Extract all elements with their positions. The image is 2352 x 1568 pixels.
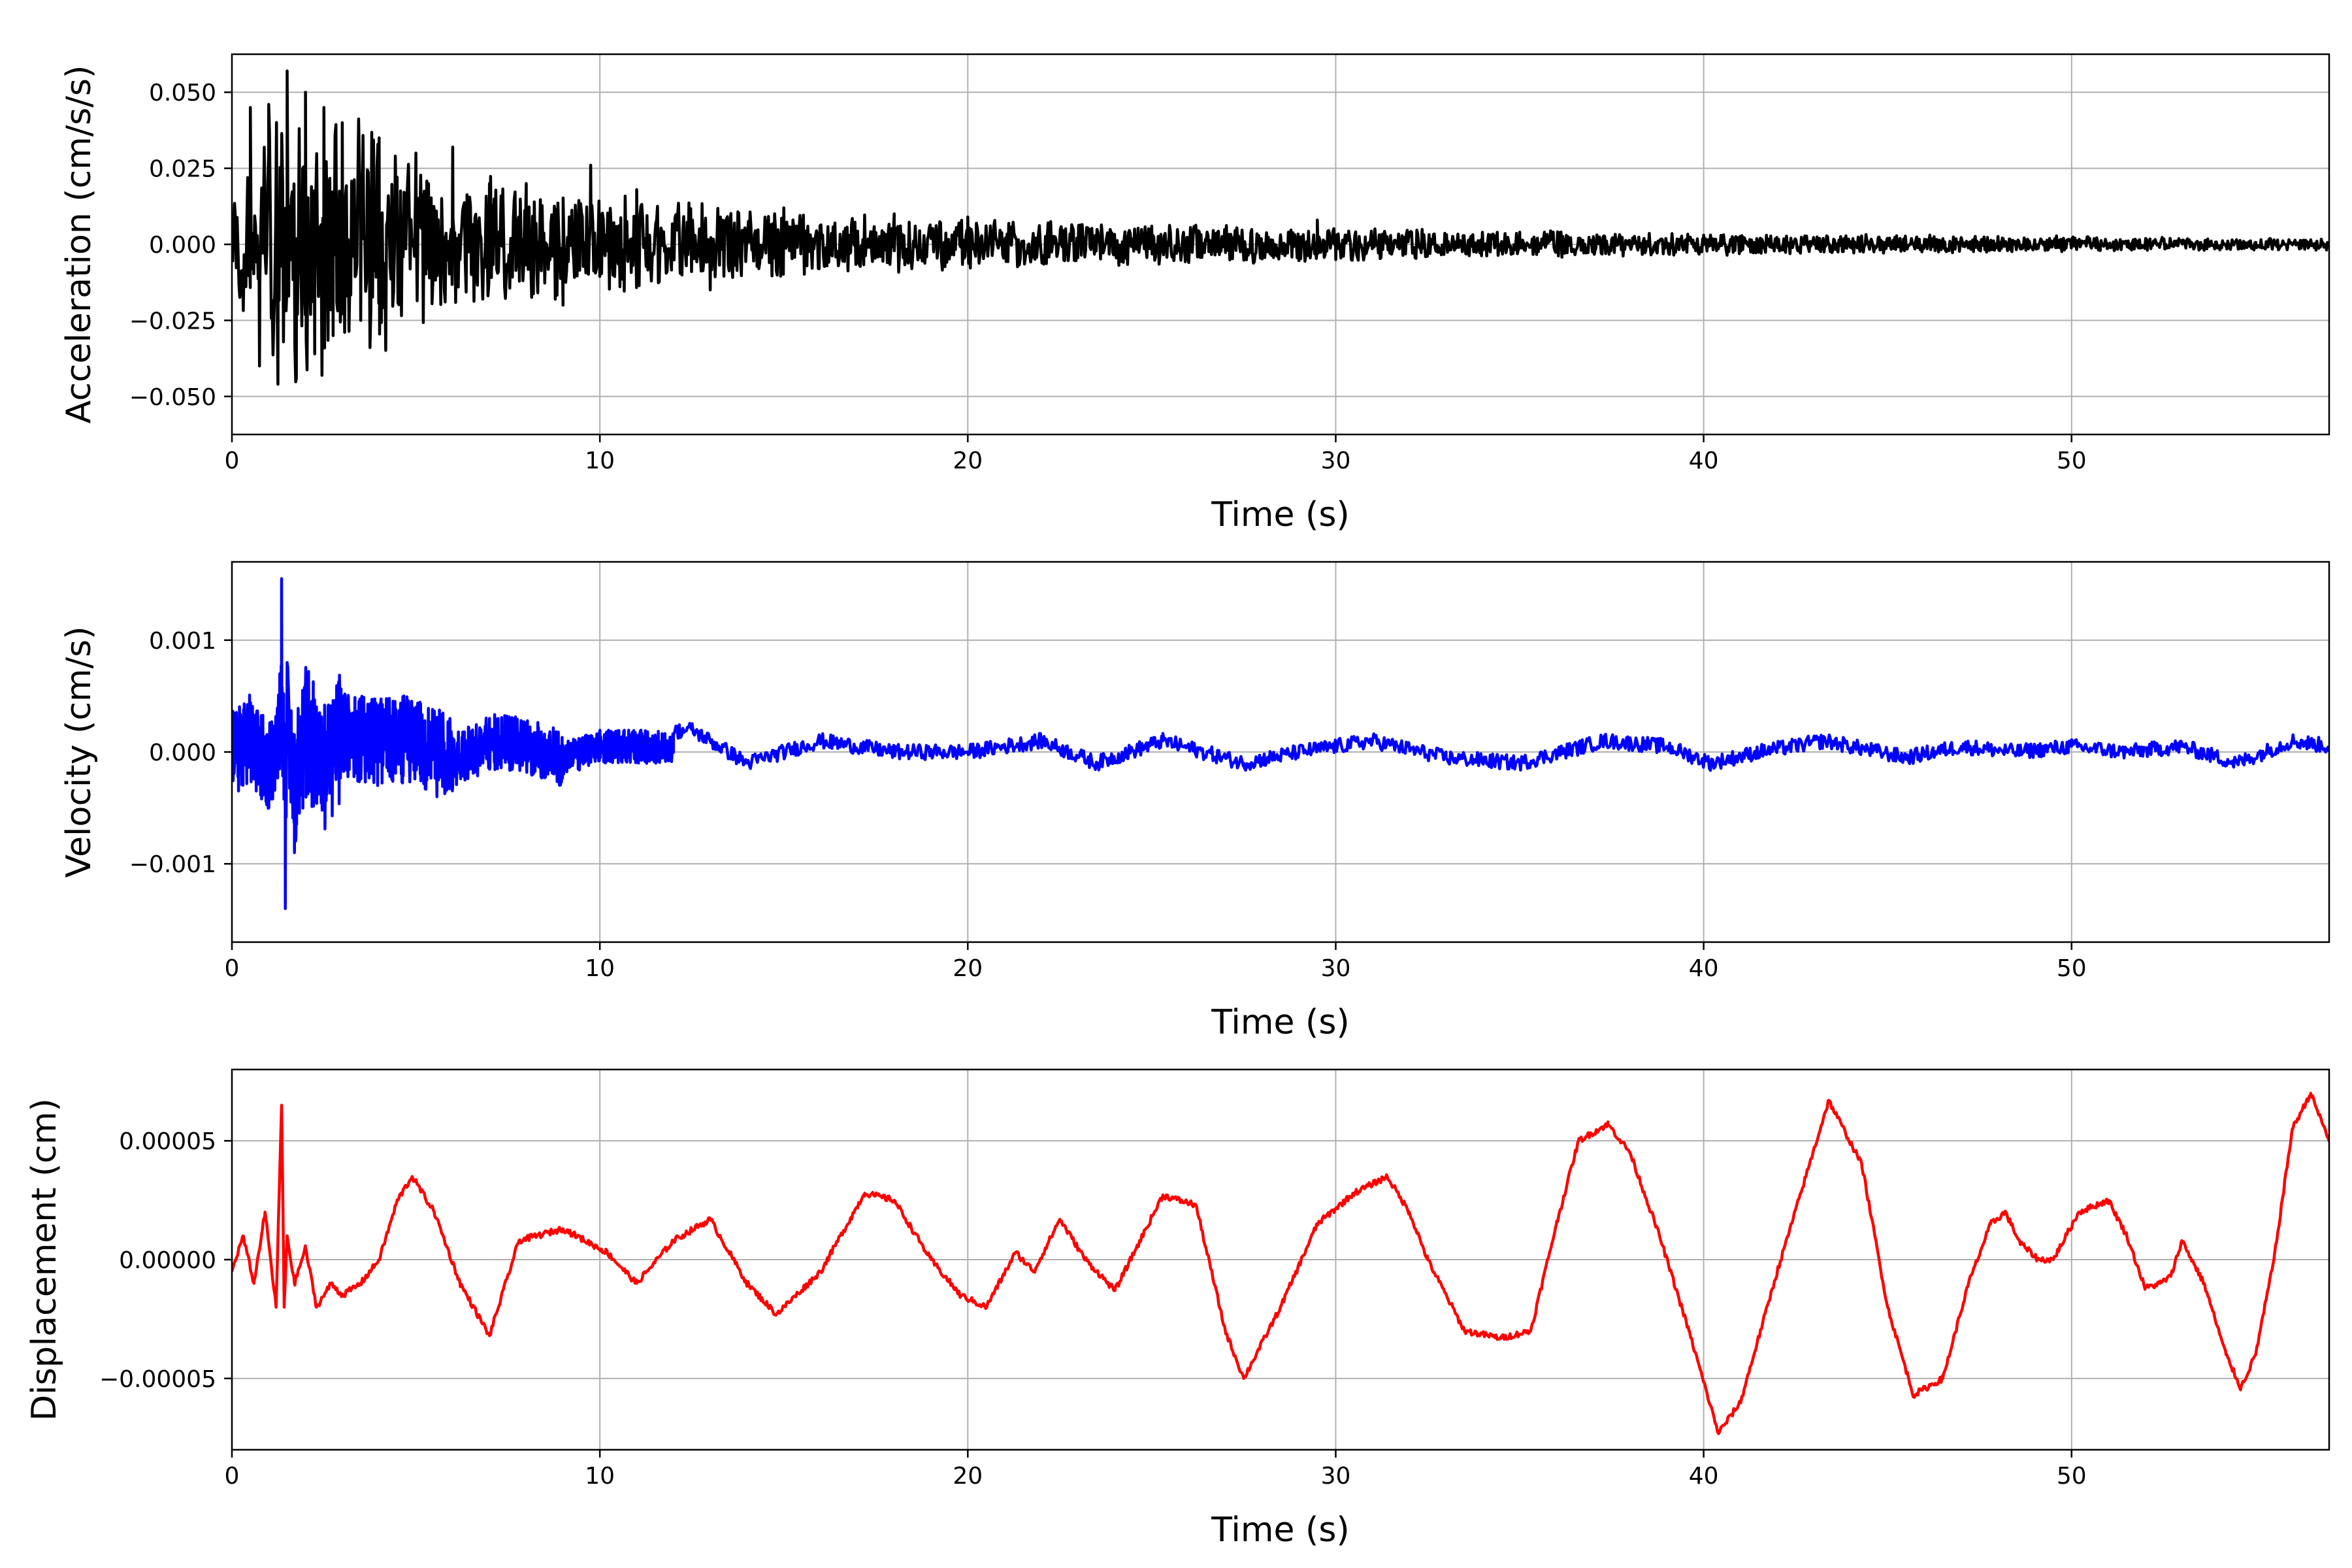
acceleration-xtick-label: 30 [1321, 448, 1351, 474]
displacement-ytick-label: 0.00000 [119, 1247, 216, 1274]
velocity-ytick-label: 0.000 [149, 740, 216, 766]
velocity-series-line [232, 577, 2329, 910]
displacement-xtick-label: 10 [585, 1463, 615, 1490]
acceleration-xaxis-label: Time (s) [1211, 495, 1349, 534]
acceleration-xtick-label: 50 [2057, 448, 2087, 474]
acceleration-ytick-label: 0.050 [149, 80, 216, 106]
velocity-xtick-label: 0 [225, 955, 240, 982]
displacement-xtick-label: 0 [225, 1463, 240, 1490]
displacement-xaxis-label: Time (s) [1211, 1511, 1349, 1550]
displacement-xtick-label: 50 [2057, 1463, 2087, 1490]
acceleration-xtick-label: 0 [225, 448, 240, 474]
displacement-yaxis-label: Displacement (cm) [25, 1098, 64, 1421]
displacement-xtick-label: 40 [1689, 1463, 1719, 1490]
velocity-ytick-label: 0.001 [149, 628, 216, 655]
subplot-velocity: 0 10 20 30 40 50 0.001 0.000 −0.001 Time (s) Veloc… [59, 561, 2330, 1042]
acceleration-xtick-label: 20 [953, 448, 983, 474]
displacement-xtick-label: 30 [1321, 1463, 1351, 1490]
velocity-xtick-label: 30 [1321, 955, 1351, 982]
velocity-xtick-label: 50 [2057, 955, 2087, 982]
velocity-xtick-label: 20 [953, 955, 983, 982]
acceleration-yaxis-label: Acceleration (cm/s/s) [59, 65, 99, 424]
acceleration-xtick-label: 10 [585, 448, 615, 474]
velocity-xtick-label: 10 [585, 955, 615, 982]
acceleration-ytick-label: −0.025 [129, 308, 216, 335]
subplot-displacement: 0 10 20 30 40 50 0.00005 0.00000 −0.00005 Time (s… [25, 1068, 2330, 1550]
acceleration-ytick-label: −0.050 [129, 384, 216, 411]
displacement-series-line [232, 1092, 2329, 1435]
velocity-xaxis-label: Time (s) [1211, 1003, 1349, 1042]
acceleration-ytick-label: 0.000 [149, 232, 216, 259]
acceleration-xtick-label: 40 [1689, 448, 1719, 474]
velocity-ytick-label: −0.001 [129, 851, 216, 878]
displacement-xtick-label: 20 [953, 1463, 983, 1490]
velocity-yaxis-label: Velocity (cm/s) [59, 627, 99, 878]
acceleration-ytick-label: 0.025 [149, 156, 216, 183]
acceleration-series-line [232, 69, 2329, 386]
displacement-ytick-label: −0.00005 [99, 1366, 216, 1393]
subplot-acceleration: 0 10 20 30 40 50 0.050 0.025 0.000 −0.025 −0.050 Ti… [59, 53, 2330, 534]
displacement-ytick-label: 0.00005 [119, 1128, 216, 1155]
velocity-xtick-label: 40 [1689, 955, 1719, 982]
